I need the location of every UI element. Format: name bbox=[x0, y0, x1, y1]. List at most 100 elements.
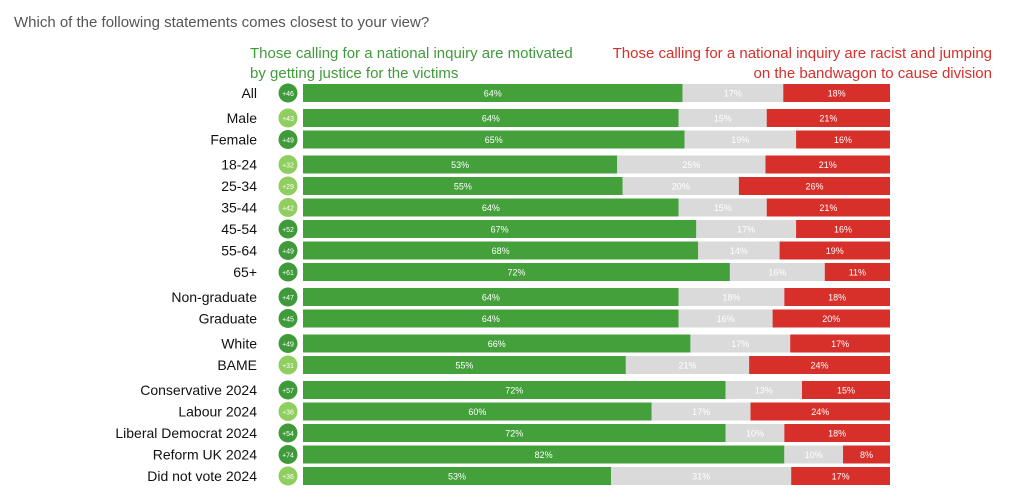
bar-segment-racist bbox=[779, 241, 890, 260]
bar-value-label: 16% bbox=[768, 268, 786, 278]
bar-value-label: 16% bbox=[717, 314, 735, 324]
bar-segment-justice bbox=[303, 445, 785, 464]
bar-value-label: 64% bbox=[482, 314, 500, 324]
category-label: White bbox=[221, 336, 257, 352]
net-score-label: +45 bbox=[282, 317, 294, 324]
bar-segment-racist bbox=[738, 177, 890, 195]
bar-segment-neither bbox=[784, 445, 844, 464]
bar-segment-racist bbox=[772, 309, 890, 328]
bar-segment-racist bbox=[796, 130, 890, 149]
bar-value-label: 72% bbox=[507, 268, 525, 278]
bar-value-label: 11% bbox=[849, 268, 866, 278]
bar-value-label: 55% bbox=[454, 182, 472, 192]
net-score-label: +36 bbox=[282, 474, 294, 481]
bar-segment-neither bbox=[622, 177, 739, 195]
bar-segment-racist bbox=[766, 109, 890, 127]
bar-value-label: 16% bbox=[834, 135, 852, 145]
bar-segment-justice bbox=[303, 424, 726, 442]
net-score-label: +32 bbox=[282, 163, 294, 170]
net-score-badge bbox=[278, 355, 298, 375]
category-label: All bbox=[241, 85, 257, 101]
net-score-label: +42 bbox=[282, 206, 294, 213]
net-score-label: +57 bbox=[282, 388, 294, 395]
bar-segment-justice bbox=[303, 263, 730, 281]
bar-segment-justice bbox=[303, 288, 679, 306]
bar-value-label: 15% bbox=[714, 203, 732, 213]
bar-value-label: 26% bbox=[805, 182, 823, 192]
bar-value-label: 66% bbox=[488, 339, 506, 349]
bar-value-label: 21% bbox=[819, 203, 837, 213]
legend-justice: Those calling for a national inquiry are… bbox=[250, 45, 573, 82]
bar-segment-justice bbox=[303, 334, 691, 353]
bar-segment-justice bbox=[303, 309, 679, 328]
net-score-label: +52 bbox=[282, 227, 294, 234]
bar-value-label: 16% bbox=[834, 225, 852, 235]
category-label: 35-44 bbox=[221, 200, 257, 216]
bar-segment-racist bbox=[843, 445, 890, 464]
bar-value-label: 64% bbox=[482, 203, 500, 213]
bar-segment-justice bbox=[303, 177, 623, 195]
category-label: Conservative 2024 bbox=[140, 382, 257, 398]
bar-value-label: 14% bbox=[730, 246, 748, 256]
bar-segment-justice bbox=[303, 381, 726, 399]
bar-segment-justice bbox=[303, 467, 612, 485]
bar-value-label: 24% bbox=[811, 407, 829, 417]
bar-value-label: 21% bbox=[819, 114, 837, 124]
net-score-badge bbox=[278, 176, 298, 196]
category-label: Did not vote 2024 bbox=[147, 468, 257, 484]
net-score-label: +49 bbox=[282, 342, 294, 349]
category-label: Liberal Democrat 2024 bbox=[115, 425, 257, 441]
bar-value-label: 72% bbox=[505, 429, 523, 439]
bar-value-label: 31% bbox=[692, 472, 710, 482]
category-label: 18-24 bbox=[221, 157, 257, 173]
net-score-badge bbox=[278, 445, 298, 464]
net-score-badge bbox=[278, 108, 298, 128]
bar-value-label: 19% bbox=[826, 246, 844, 256]
bar-segment-neither bbox=[678, 109, 767, 127]
bar-value-label: 55% bbox=[455, 361, 473, 371]
category-label: 65+ bbox=[233, 264, 257, 280]
bar-segment-neither bbox=[725, 424, 785, 442]
bar-segment-racist bbox=[766, 198, 890, 217]
legend-racist: Those calling for a national inquiry are… bbox=[612, 45, 992, 82]
bar-segment-neither bbox=[678, 288, 785, 306]
net-score-badge bbox=[278, 309, 298, 328]
bar-value-label: 25% bbox=[682, 160, 700, 170]
net-score-badge bbox=[278, 334, 298, 353]
bar-segment-neither bbox=[625, 356, 750, 374]
net-score-label: +29 bbox=[282, 184, 294, 191]
bar-value-label: 65% bbox=[485, 135, 503, 145]
category-label: Non-graduate bbox=[171, 289, 257, 305]
bar-value-label: 72% bbox=[505, 386, 523, 396]
bar-value-label: 17% bbox=[731, 339, 749, 349]
net-score-badge bbox=[278, 130, 298, 149]
net-score-label: +46 bbox=[282, 91, 294, 98]
net-score-label: +74 bbox=[282, 453, 294, 460]
net-score-badge bbox=[278, 83, 298, 103]
net-score-badge bbox=[278, 262, 298, 282]
bar-segment-racist bbox=[765, 155, 890, 174]
net-score-label: +49 bbox=[282, 138, 294, 145]
bar-segment-justice bbox=[303, 402, 652, 421]
net-score-label: +54 bbox=[282, 431, 294, 438]
bar-value-label: 18% bbox=[828, 293, 846, 303]
bar-value-label: 24% bbox=[811, 361, 829, 371]
category-label: Female bbox=[210, 132, 257, 148]
bar-value-label: 18% bbox=[723, 293, 741, 303]
category-label: 25-34 bbox=[221, 178, 257, 194]
bar-value-label: 68% bbox=[492, 246, 510, 256]
bar-segment-neither bbox=[678, 309, 773, 328]
bar-segment-neither bbox=[690, 334, 791, 353]
net-score-badge bbox=[278, 466, 298, 486]
net-score-badge bbox=[278, 241, 298, 260]
question-title: Which of the following statements comes … bbox=[14, 14, 430, 31]
bar-segment-justice bbox=[303, 155, 618, 174]
bar-value-label: 67% bbox=[491, 225, 509, 235]
bar-segment-justice bbox=[303, 241, 699, 260]
bar-value-label: 15% bbox=[837, 386, 855, 396]
bar-value-label: 64% bbox=[482, 293, 500, 303]
bar-value-label: 64% bbox=[482, 114, 500, 124]
net-score-label: +36 bbox=[282, 410, 294, 417]
bar-segment-neither bbox=[617, 155, 766, 174]
